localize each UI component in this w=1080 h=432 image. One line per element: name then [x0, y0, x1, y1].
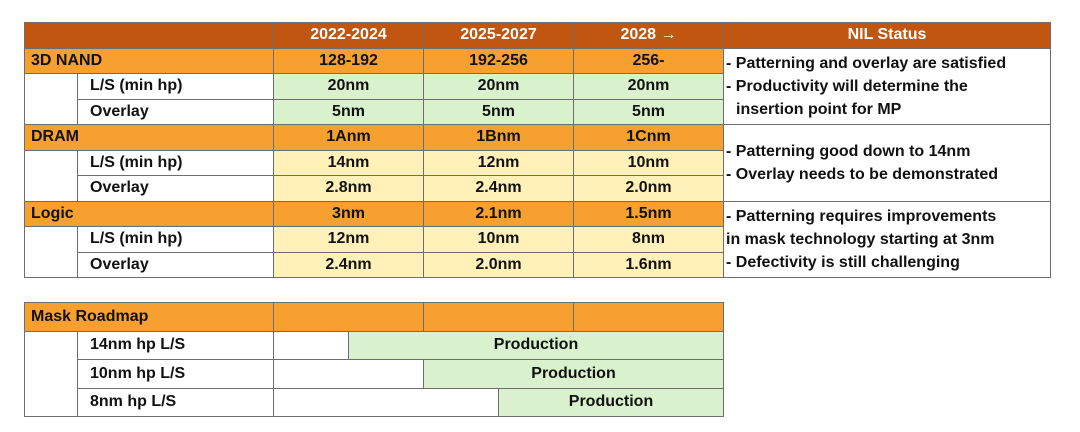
metric-label: L/S (min hp) — [77, 226, 274, 253]
metric-value: 10nm — [573, 149, 724, 176]
col-header-period-2: 2025-2027 — [423, 22, 574, 49]
mask-row-label: 14nm hp L/S — [77, 330, 274, 360]
mask-row-label: 8nm hp L/S — [77, 387, 274, 417]
metric-value: 8nm — [573, 226, 724, 253]
metric-value: 5nm — [273, 98, 424, 125]
status-line: - Patterning good down to 14nm — [726, 142, 971, 160]
mask-header-row: Mask Roadmap — [24, 302, 724, 332]
metric-value: 5nm — [573, 98, 724, 125]
category-row-logic: Logic 3nm 2.1nm 1.5nm - Patterning requi… — [24, 200, 1051, 278]
metric-value: 2.8nm — [273, 175, 424, 202]
status-line: - Productivity will determine the — [726, 77, 968, 95]
production-bar: Production — [423, 359, 724, 389]
metric-label: L/S (min hp) — [77, 149, 274, 176]
spacer-cell — [24, 226, 78, 278]
category-value: 1.5nm — [573, 200, 724, 227]
metric-value: 2.4nm — [273, 251, 424, 278]
nil-status-cell: - Patterning requires improvements in ma… — [723, 200, 1051, 278]
production-bar: Production — [498, 387, 724, 417]
corner-cell — [24, 22, 274, 49]
nil-status-cell: - Patterning good down to 14nm - Overlay… — [723, 124, 1051, 202]
col-header-period-3: 2028 → — [573, 22, 724, 49]
metric-value: 20nm — [573, 73, 724, 100]
status-line: - Patterning requires improvements — [726, 207, 997, 225]
header-row: 2022-2024 2025-2027 2028 → NIL Status — [24, 22, 1051, 49]
mask-period-cell — [273, 302, 424, 332]
nil-roadmap-table: 2022-2024 2025-2027 2028 → NIL Status 3D… — [24, 22, 1051, 278]
category-value: 3nm — [273, 200, 424, 227]
category-row-dram: DRAM 1Anm 1Bnm 1Cnm - Patterning good do… — [24, 124, 1051, 202]
metric-value: 5nm — [423, 98, 574, 125]
mask-row-8nm: 8nm hp L/S Production — [25, 387, 724, 417]
col-header-period-1: 2022-2024 — [273, 22, 424, 49]
spacer-cell — [24, 73, 78, 125]
metric-value: 2.0nm — [423, 251, 574, 278]
metric-value: 12nm — [273, 226, 424, 253]
category-value: 256- — [573, 47, 724, 74]
category-value: 192-256 — [423, 47, 574, 74]
metric-value: 20nm — [423, 73, 574, 100]
metric-value: 1.6nm — [573, 251, 724, 278]
nil-status-cell: - Patterning and overlay are satisfied -… — [723, 47, 1051, 125]
empty-cell — [273, 359, 424, 389]
metric-value: 20nm — [273, 73, 424, 100]
status-line: - Patterning and overlay are satisfied — [726, 54, 1007, 72]
metric-row: Overlay 2.8nm 2.4nm 2.0nm — [25, 175, 1051, 202]
metric-row: Overlay 2.4nm 2.0nm 1.6nm — [25, 251, 1051, 278]
status-line: in mask technology starting at 3nm — [726, 230, 995, 248]
mask-roadmap-table: Mask Roadmap 14nm hp L/S Production 10nm… — [24, 302, 724, 417]
metric-value: 14nm — [273, 149, 424, 176]
status-line: - Overlay needs to be demonstrated — [726, 165, 999, 183]
col-header-nil-status: NIL Status — [723, 22, 1051, 49]
mask-period-cell — [573, 302, 724, 332]
status-line: - Defectivity is still challenging — [726, 253, 960, 271]
spacer-cell — [24, 330, 78, 417]
empty-cell — [273, 330, 349, 360]
mask-row-label: 10nm hp L/S — [77, 359, 274, 389]
category-value: 1Anm — [273, 124, 424, 151]
spacer-cell — [24, 149, 78, 202]
metric-row: Overlay 5nm 5nm 5nm — [25, 98, 1051, 125]
category-value: 2.1nm — [423, 200, 574, 227]
metric-row: L/S (min hp) 12nm 10nm 8nm — [24, 226, 1051, 278]
metric-value: 12nm — [423, 149, 574, 176]
metric-label: Overlay — [77, 98, 274, 125]
metric-label: Overlay — [77, 175, 274, 202]
category-value: 1Cnm — [573, 124, 724, 151]
empty-cell — [273, 387, 499, 417]
category-value: 128-192 — [273, 47, 424, 74]
category-row-3d-nand: 3D NAND 128-192 192-256 256- - Patternin… — [24, 47, 1051, 125]
metric-value: 10nm — [423, 226, 574, 253]
metric-value: 2.4nm — [423, 175, 574, 202]
metric-label: L/S (min hp) — [77, 73, 274, 100]
category-label: Logic — [24, 200, 274, 227]
metric-row: L/S (min hp) 14nm 12nm 10nm — [24, 149, 1051, 202]
metric-label: Overlay — [77, 251, 274, 278]
category-label: 3D NAND — [24, 47, 274, 74]
mask-roadmap-title: Mask Roadmap — [24, 302, 274, 332]
category-label: DRAM — [24, 124, 274, 151]
metric-value: 2.0nm — [573, 175, 724, 202]
mask-row-14nm: 14nm hp L/S Production — [24, 330, 724, 417]
status-line: insertion point for MP — [736, 100, 902, 118]
production-bar: Production — [348, 330, 724, 360]
mask-row-10nm: 10nm hp L/S Production — [25, 359, 724, 389]
category-value: 1Bnm — [423, 124, 574, 151]
mask-period-cell — [423, 302, 574, 332]
